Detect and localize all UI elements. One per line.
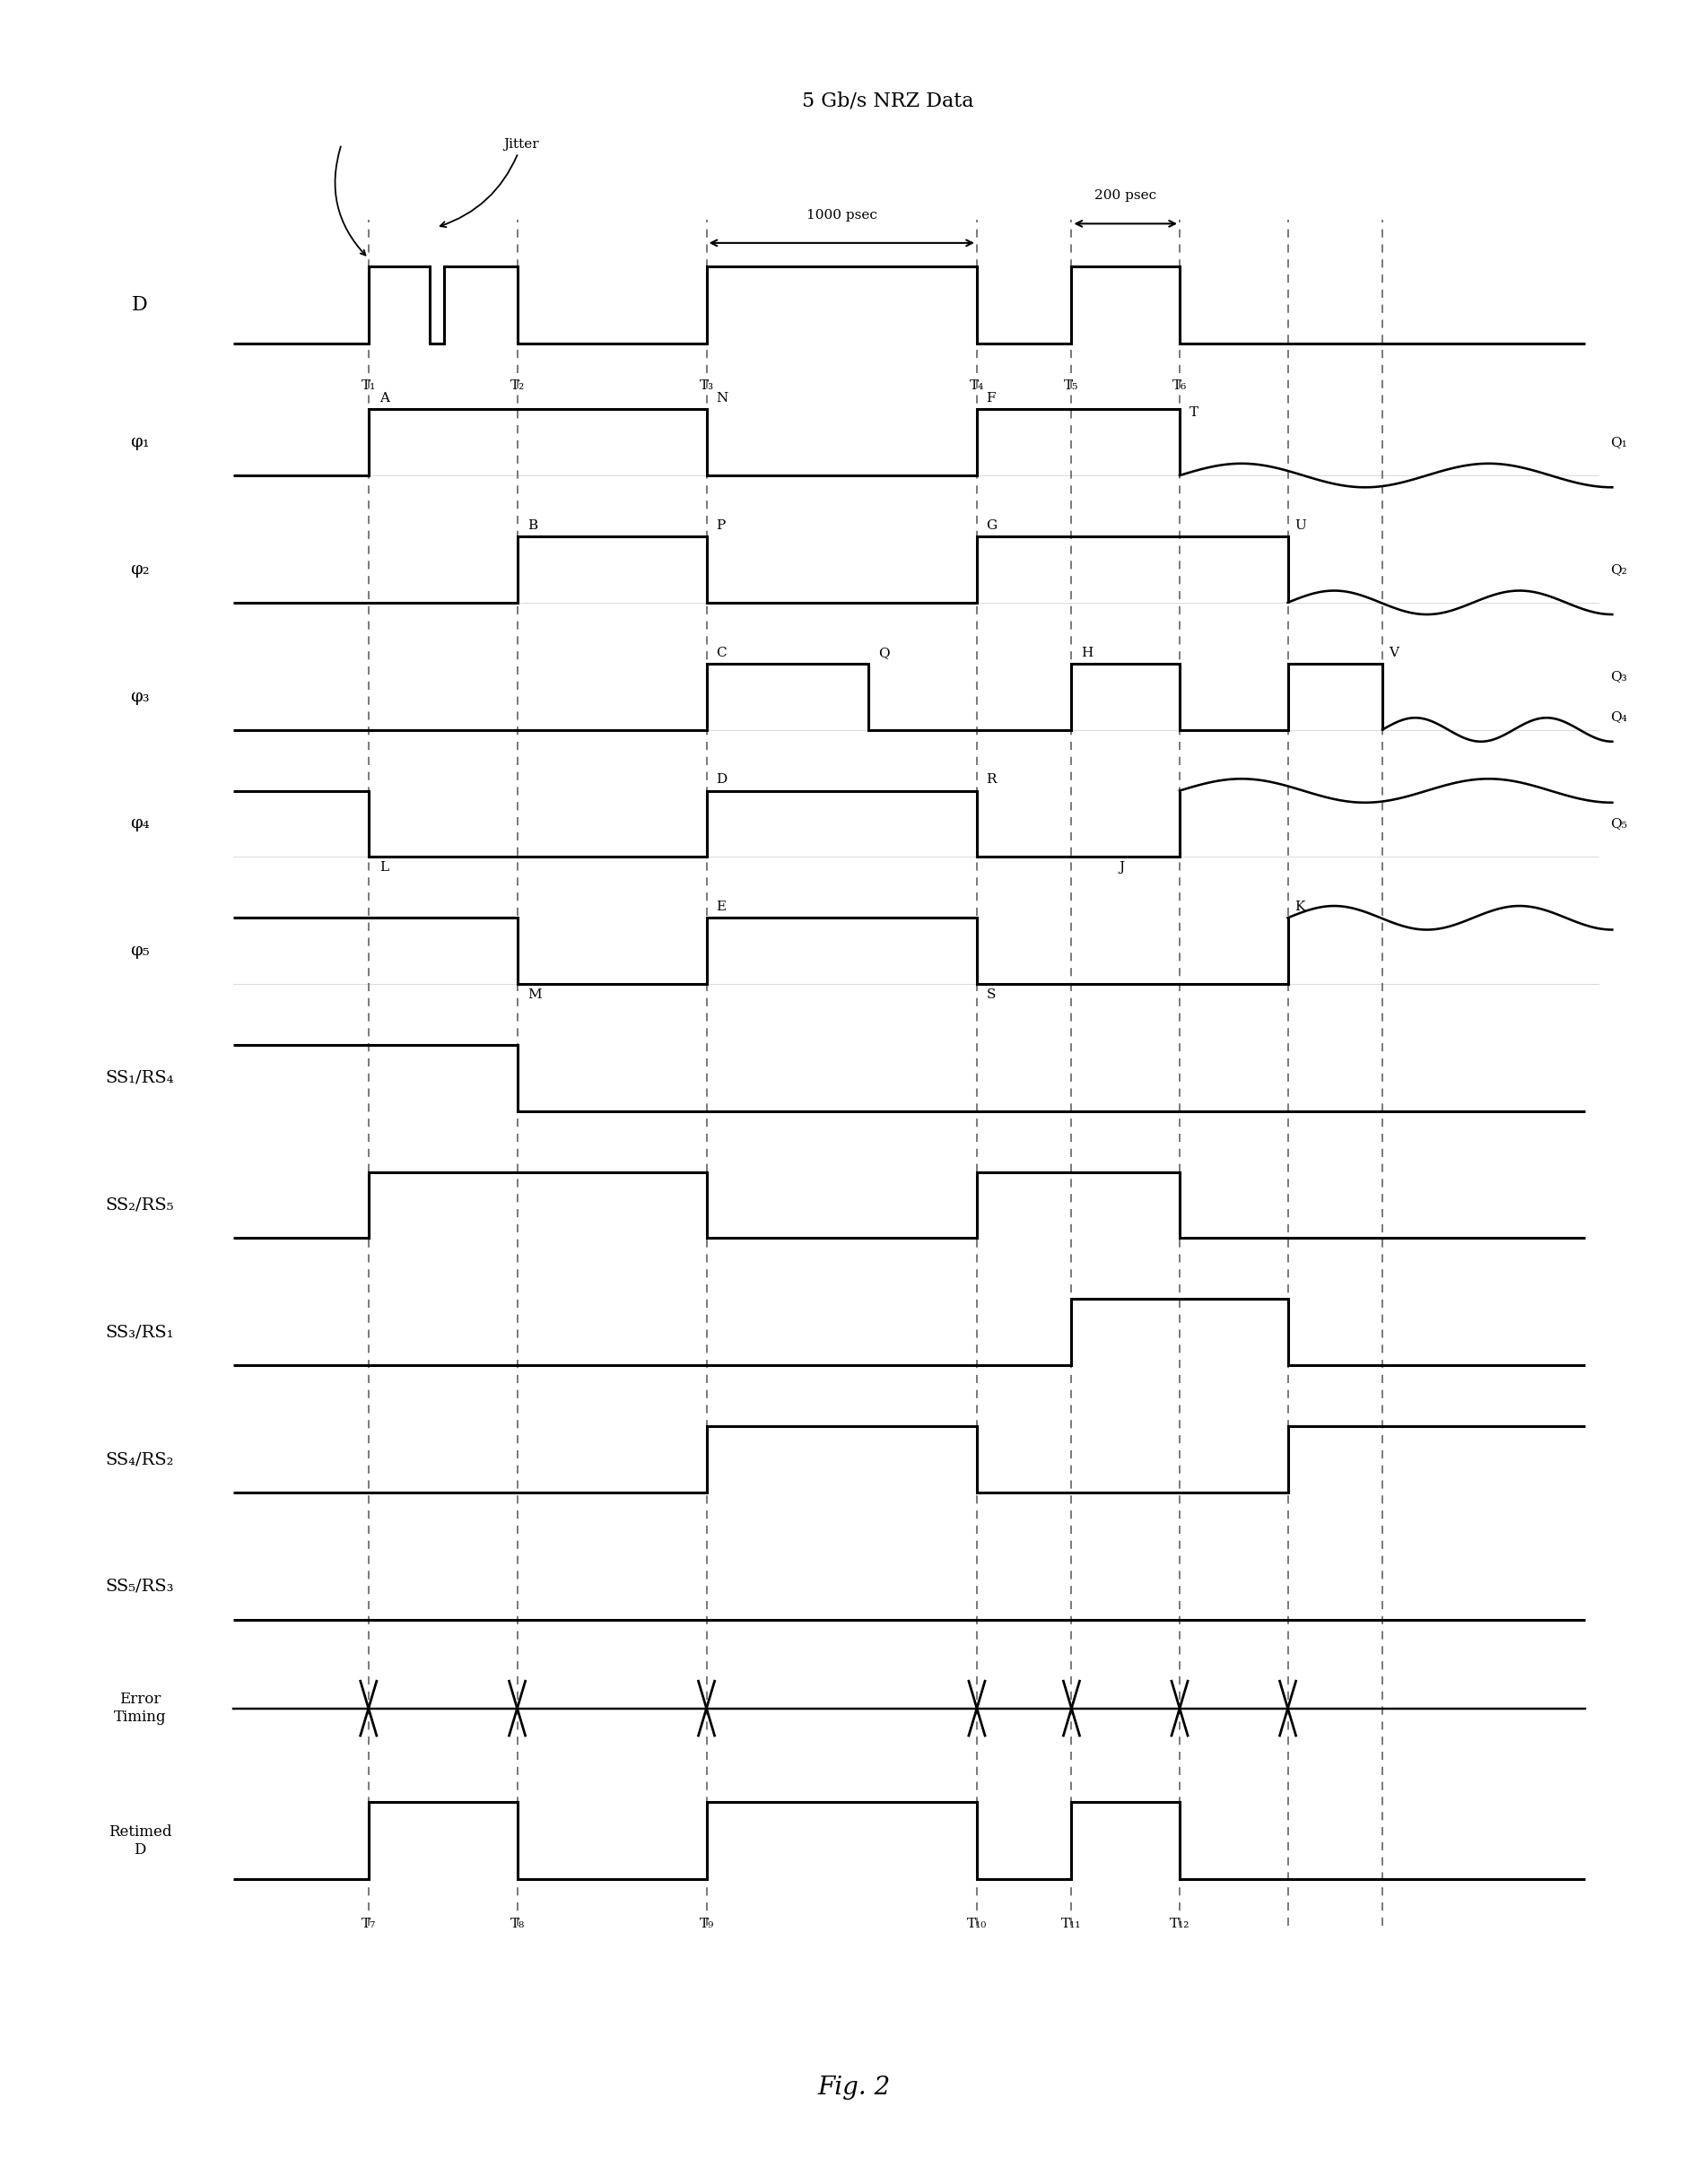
Text: G: G [986, 520, 997, 531]
Text: T₁₀: T₁₀ [967, 1918, 987, 1931]
Text: φ₂: φ₂ [130, 561, 150, 579]
Text: φ₃: φ₃ [130, 689, 150, 704]
Text: T₉: T₉ [699, 1918, 714, 1931]
Text: D: D [132, 295, 147, 314]
Text: R: R [986, 774, 997, 787]
Text: T₅: T₅ [1064, 379, 1079, 392]
Text: E: E [716, 901, 726, 912]
Text: K: K [1295, 901, 1305, 912]
Text: T₄: T₄ [970, 379, 984, 392]
Text: M: M [528, 988, 541, 1001]
Text: SS₃/RS₁: SS₃/RS₁ [106, 1324, 174, 1341]
Text: 200 psec: 200 psec [1095, 189, 1156, 202]
Text: T₆: T₆ [1172, 379, 1187, 392]
Text: H: H [1081, 646, 1093, 659]
Text: 5 Gb/s NRZ Data: 5 Gb/s NRZ Data [803, 91, 974, 111]
Text: T₇: T₇ [360, 1918, 376, 1931]
Text: Fig. 2: Fig. 2 [818, 2076, 890, 2100]
Text: Q₅: Q₅ [1611, 817, 1628, 830]
Text: Jitter: Jitter [441, 139, 540, 228]
Text: T₁₁: T₁₁ [1061, 1918, 1081, 1931]
Text: φ₄: φ₄ [130, 815, 150, 832]
Text: D: D [716, 774, 728, 787]
Text: Q₁: Q₁ [1611, 436, 1628, 449]
Text: T: T [1189, 407, 1199, 418]
Text: SS₁/RS₄: SS₁/RS₄ [106, 1070, 174, 1086]
Text: B: B [528, 520, 538, 531]
Text: Error
Timing: Error Timing [113, 1692, 166, 1725]
Text: T₂: T₂ [511, 379, 524, 392]
Text: T₃: T₃ [699, 379, 714, 392]
Text: T₈: T₈ [511, 1918, 524, 1931]
Text: C: C [716, 646, 726, 659]
Text: N: N [716, 392, 728, 405]
Text: Retimed
D: Retimed D [108, 1825, 171, 1857]
Text: V: V [1389, 646, 1399, 659]
Text: φ₅: φ₅ [130, 943, 150, 960]
Text: T₁₂: T₁₂ [1170, 1918, 1190, 1931]
Text: Q₃: Q₃ [1611, 670, 1628, 683]
Text: SS₄/RS₂: SS₄/RS₂ [106, 1452, 174, 1467]
Text: F: F [986, 392, 996, 405]
Text: J: J [1119, 862, 1124, 873]
Text: 1000 psec: 1000 psec [806, 208, 876, 221]
Text: Q: Q [878, 646, 890, 659]
Text: SS₂/RS₅: SS₂/RS₅ [106, 1196, 174, 1214]
Text: T₁: T₁ [360, 379, 376, 392]
Text: Q₄: Q₄ [1611, 711, 1628, 724]
Text: A: A [379, 392, 389, 405]
Text: Q₂: Q₂ [1611, 563, 1628, 576]
Text: P: P [716, 520, 726, 531]
Text: S: S [986, 988, 996, 1001]
Text: φ₁: φ₁ [130, 433, 150, 451]
Text: SS₅/RS₃: SS₅/RS₃ [106, 1578, 174, 1595]
Text: U: U [1295, 520, 1307, 531]
Text: L: L [379, 862, 388, 873]
